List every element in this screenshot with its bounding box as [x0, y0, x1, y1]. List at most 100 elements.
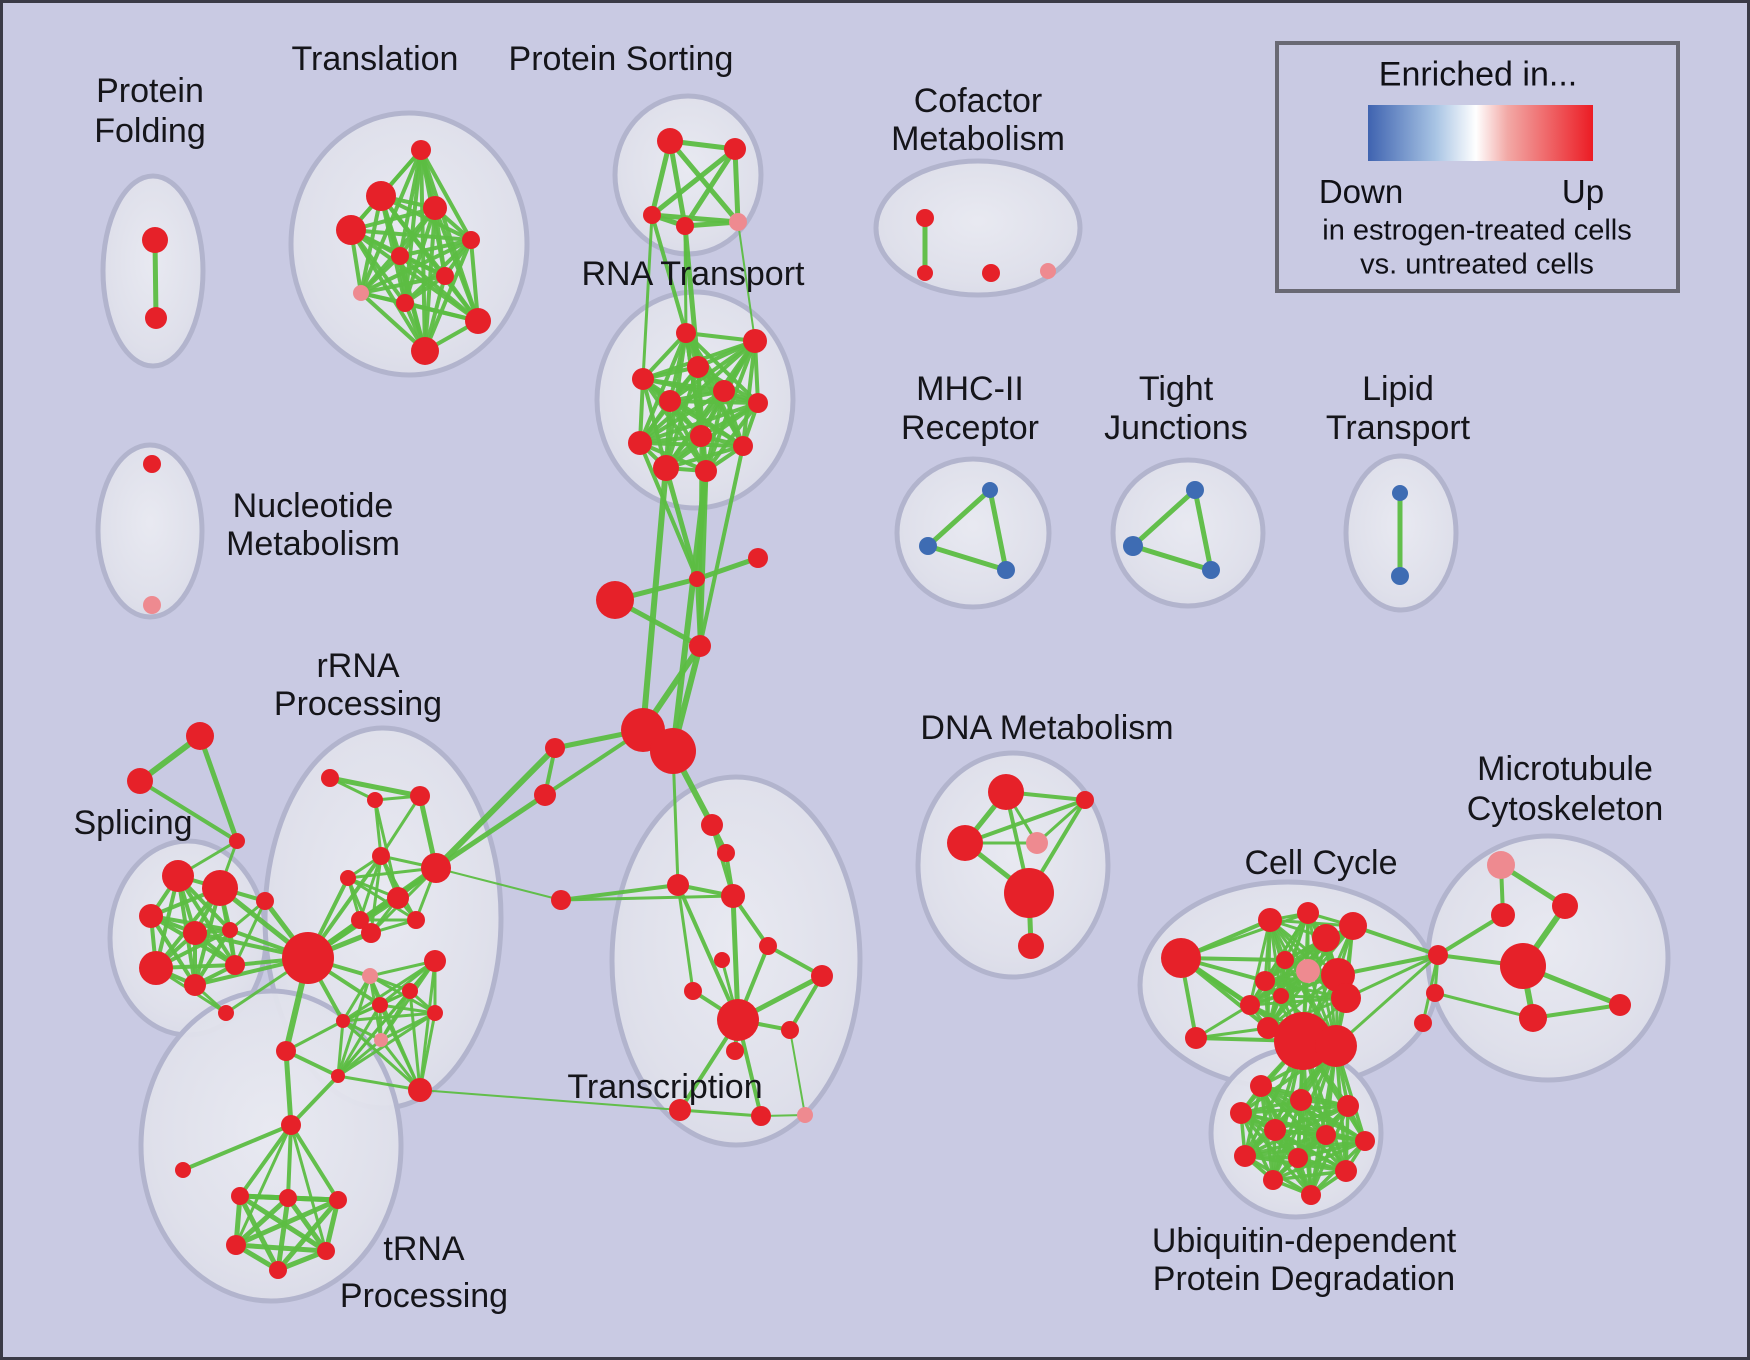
node-U7 — [1355, 1131, 1375, 1151]
legend-up-label: Up — [1561, 173, 1605, 210]
edge-PS3-R1 — [650, 213, 688, 335]
edge-PS2-PS5 — [732, 146, 741, 225]
node-R4 — [632, 368, 654, 390]
edge-R7-R12 — [704, 401, 760, 473]
node-A3 — [229, 833, 245, 849]
edge-RR3-RR4 — [379, 794, 422, 858]
cluster-label-dna-metabolism-line1: DNA Metabolism — [920, 709, 1173, 747]
edge-X11-X15 — [789, 1029, 806, 1116]
node-CY13 — [1273, 988, 1289, 1004]
node-RR2 — [367, 792, 383, 808]
cluster-label-trna-processing-line2: Processing — [340, 1277, 508, 1315]
node-T3 — [423, 196, 447, 220]
node-T5 — [462, 231, 480, 249]
node-PN2 — [372, 997, 388, 1013]
node-D6 — [1018, 933, 1044, 959]
node-CY16 — [1315, 1025, 1357, 1067]
edge-RR5-CC9 — [435, 867, 562, 901]
node-M2 — [919, 537, 937, 555]
node-S9 — [218, 1005, 234, 1021]
cluster-label-tight-junctions-line1: Tight — [1139, 370, 1214, 408]
node-R1 — [676, 323, 696, 343]
edge-U11-CY16 — [1271, 1044, 1338, 1182]
node-CY9 — [1296, 959, 1320, 983]
edge-PN6-PN7 — [341, 1019, 383, 1042]
edge-MT8-MT9 — [1531, 1003, 1622, 1020]
node-C4 — [1040, 263, 1056, 279]
node-S4 — [183, 921, 207, 945]
edge-S1-S8 — [176, 874, 237, 967]
node-M3 — [997, 561, 1015, 579]
cluster-label-cofactor-metabolism-line1: Cofactor — [914, 82, 1043, 120]
node-T8 — [353, 285, 369, 301]
node-X6 — [759, 937, 777, 955]
edge-PN4-RRB — [418, 959, 437, 1092]
node-X9 — [684, 982, 702, 1000]
node-CY3 — [1258, 908, 1282, 932]
node-S3 — [139, 904, 163, 928]
edge-T1-T5 — [419, 148, 473, 242]
edge-CC2-CC3 — [694, 555, 761, 582]
node-TJ3 — [1202, 561, 1220, 579]
node-CC7 — [545, 738, 565, 758]
edge-R2-R10 — [741, 339, 757, 448]
node-CY8 — [1255, 971, 1275, 991]
edge-TR1-TR7 — [289, 1123, 328, 1253]
nodes-layer — [127, 128, 1631, 1279]
cluster-label-trna-processing-line1: tRNA — [383, 1230, 465, 1268]
edge-PS3-R4 — [641, 213, 654, 381]
cluster-label-rrna-processing-line2: Processing — [274, 685, 442, 723]
cluster-label-microtubule-cytoskeleton-line2: Cytoskeleton — [1467, 790, 1664, 828]
node-MT4 — [1428, 945, 1448, 965]
node-U2 — [1290, 1089, 1312, 1111]
node-PS5 — [729, 213, 747, 231]
edge-PN9-TR1 — [289, 1074, 340, 1127]
legend-subtitle-line2: vs. untreated cells — [1360, 248, 1594, 281]
node-CC1 — [596, 581, 634, 619]
legend-gradient-bar — [1368, 105, 1593, 161]
edge-PN5-PN6 — [341, 1011, 437, 1023]
node-TR4 — [279, 1189, 297, 1207]
edge-TR1-TR4 — [286, 1123, 293, 1200]
node-R3 — [687, 356, 709, 378]
node-T9 — [396, 294, 414, 312]
node-RR8 — [351, 911, 369, 929]
node-U4 — [1230, 1102, 1252, 1124]
node-S7 — [184, 974, 206, 996]
node-TR6 — [226, 1235, 246, 1255]
edge-PN6-PN9 — [336, 1019, 345, 1078]
edge-M2-M3 — [925, 543, 1009, 573]
node-U1 — [1250, 1075, 1272, 1097]
edge-CC9-X4 — [559, 894, 735, 902]
node-S2 — [202, 870, 238, 906]
cluster-label-lipid-transport-line2: Transport — [1326, 409, 1471, 447]
node-X1 — [701, 814, 723, 836]
node-RR9 — [407, 911, 425, 929]
edge-R11-CC2 — [663, 465, 700, 582]
node-PF1 — [142, 227, 168, 253]
edge-R10-R11 — [664, 444, 745, 470]
edge-PS2-PS4 — [682, 146, 738, 229]
cluster-label-cofactor-metabolism-line2: Metabolism — [891, 120, 1065, 158]
edge-PN1-PN6 — [341, 974, 372, 1023]
cluster-label-cell-cycle-line1: Cell Cycle — [1244, 844, 1397, 882]
node-CC9 — [551, 890, 571, 910]
node-S8 — [225, 955, 245, 975]
edge-T5-T8 — [359, 238, 473, 295]
edge-U5-U10 — [1273, 1128, 1348, 1173]
edge-M1-M2 — [925, 487, 993, 549]
node-MT6 — [1414, 1014, 1432, 1032]
edge-M1-M3 — [987, 487, 1009, 573]
cluster-ellipse-mhc-ii-receptor — [894, 456, 1052, 610]
node-RR4 — [372, 847, 390, 865]
node-D2 — [1076, 791, 1094, 809]
cluster-label-nucleotide-metabolism-line1: Nucleotide — [233, 487, 394, 525]
node-X14 — [751, 1106, 771, 1126]
node-U10 — [1335, 1160, 1357, 1182]
edge-R11-CC5 — [640, 465, 669, 733]
node-MT3 — [1491, 903, 1515, 927]
edge-PS5-R2 — [737, 221, 756, 342]
node-U12 — [1301, 1185, 1321, 1205]
cluster-label-translation-line1: Translation — [292, 40, 459, 78]
cluster-label-protein-sorting-line1: Protein Sorting — [509, 40, 734, 78]
